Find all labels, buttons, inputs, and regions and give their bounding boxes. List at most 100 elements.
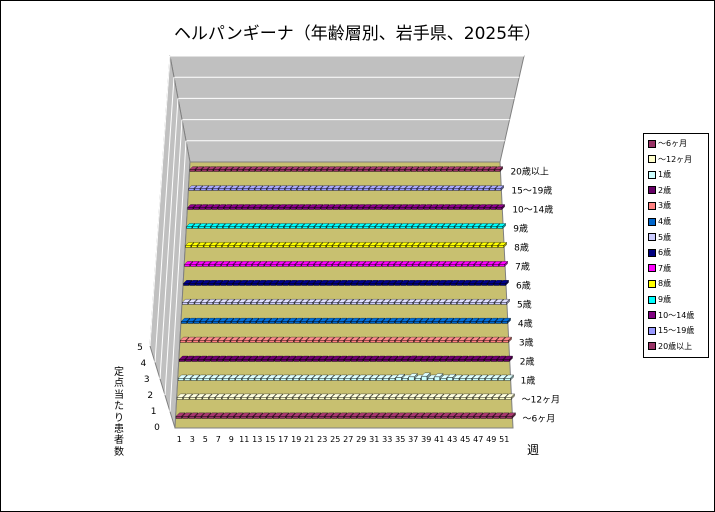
legend-label: 4歳 [658,217,672,226]
floor [174,161,514,429]
bar [382,340,389,343]
bar [331,378,338,381]
bar [200,302,207,305]
bar [350,340,357,343]
bar [257,302,263,305]
bar [332,321,338,324]
bar [210,226,217,229]
bar [269,302,276,305]
bar [299,378,306,381]
bar [190,378,197,381]
bar [218,188,225,191]
bar [293,340,300,343]
bar [496,340,503,343]
bar [249,359,255,362]
legend-item: 5歳 [648,231,671,244]
bar [405,226,412,229]
bar [498,245,504,248]
bar [454,416,461,419]
bar [369,264,376,267]
bar [259,245,265,248]
bar [422,169,429,172]
bar [435,188,441,191]
bar [490,359,497,362]
bar [228,245,234,248]
back-wall [169,55,525,163]
series-tick-label: 2歳 [520,356,535,368]
bar [469,283,475,286]
bar [370,416,377,419]
bar [286,397,293,400]
x-tick-label: 27 [343,435,353,444]
bar [297,169,303,172]
bar [293,378,300,381]
bar [394,264,400,267]
bar [466,226,473,229]
bar [479,226,485,229]
bar [388,340,395,343]
bar [211,340,218,343]
bar [405,188,411,191]
bar [419,302,426,305]
bar [339,169,345,172]
bar [307,264,314,267]
bar [241,378,248,381]
bar [326,226,333,229]
bar [243,169,250,172]
bar [338,359,344,362]
bar [376,359,383,362]
bar [483,188,490,191]
x-tick-label: 33 [382,435,392,444]
bar [417,207,424,210]
x-tick-label: 25 [330,435,340,444]
bar [363,321,370,324]
bar [438,321,445,324]
bar [209,264,215,267]
bar [454,226,461,229]
bar [319,302,326,305]
bar [307,302,313,305]
x-tick-label: 45 [460,435,470,444]
series-tick-label: ～12ヶ月 [522,395,560,406]
bar [259,226,266,229]
bar [426,340,433,343]
bar [492,397,499,400]
bar [394,245,400,248]
bar [394,283,401,286]
bar [327,169,333,172]
bar [399,188,405,191]
bar [395,340,401,343]
bar [262,321,269,324]
bar [222,245,228,248]
legend-swatch [648,139,656,148]
bar [429,207,436,210]
bar [388,302,395,305]
z-tick-label: 2 [147,391,153,401]
bar [485,378,492,381]
bar [201,416,208,419]
legend-swatch [648,217,656,226]
bar [375,188,381,191]
bar [274,340,281,343]
bar [412,264,419,267]
bar [444,302,451,305]
bar [318,378,325,381]
bar [459,359,465,362]
bar [251,283,258,286]
bar [189,283,196,286]
bar [474,264,481,267]
bar [185,245,192,248]
bar [313,283,320,286]
bar [270,264,277,267]
bar [443,264,450,267]
x-tick-label: 37 [408,435,418,444]
bar [318,397,325,400]
bar [201,283,208,286]
bar [400,245,406,248]
bar [375,226,382,229]
bar [189,169,196,172]
bar [231,321,238,324]
bar [260,188,267,191]
bar [388,264,394,267]
bar [292,397,299,400]
